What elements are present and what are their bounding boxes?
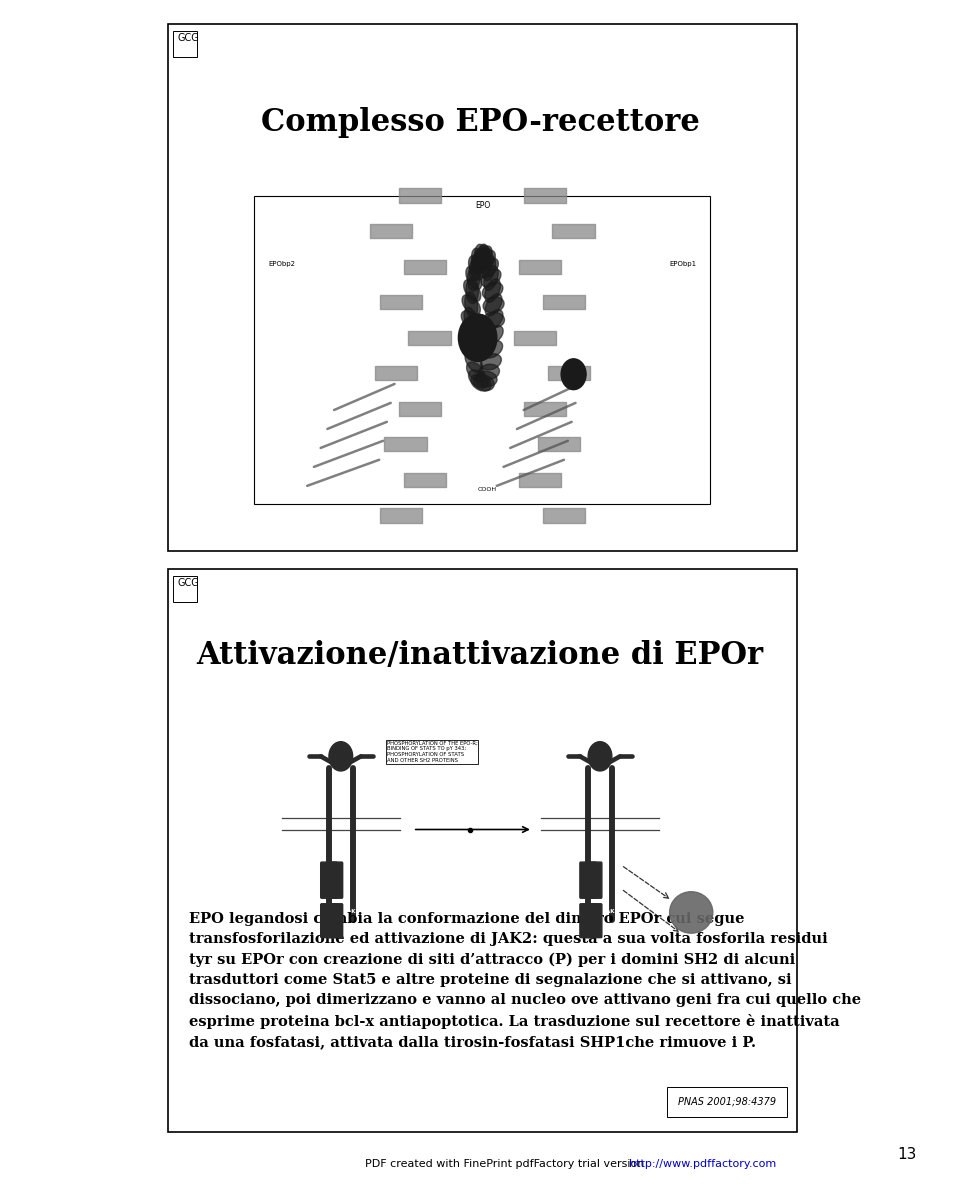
FancyBboxPatch shape bbox=[321, 904, 337, 937]
Ellipse shape bbox=[464, 338, 480, 360]
FancyBboxPatch shape bbox=[580, 904, 596, 937]
Ellipse shape bbox=[474, 244, 488, 270]
Text: EPObp2: EPObp2 bbox=[269, 261, 296, 267]
Text: STAT: STAT bbox=[684, 910, 699, 915]
Ellipse shape bbox=[485, 278, 500, 302]
Ellipse shape bbox=[473, 245, 489, 269]
Ellipse shape bbox=[462, 295, 480, 315]
Text: Attivazione/inattivazione di EPOr: Attivazione/inattivazione di EPOr bbox=[197, 640, 763, 671]
Ellipse shape bbox=[481, 353, 501, 370]
Text: JAK2: JAK2 bbox=[322, 909, 336, 914]
Ellipse shape bbox=[473, 374, 494, 391]
FancyBboxPatch shape bbox=[580, 861, 596, 898]
Text: EPO legandosi cambia la conformazione del dimero EPOr cui segue
transfosforilazi: EPO legandosi cambia la conformazione de… bbox=[189, 912, 861, 1049]
Ellipse shape bbox=[465, 292, 478, 318]
Ellipse shape bbox=[464, 280, 481, 301]
Ellipse shape bbox=[483, 297, 504, 313]
Ellipse shape bbox=[471, 249, 486, 274]
Ellipse shape bbox=[465, 351, 483, 372]
Text: JAK2: JAK2 bbox=[605, 909, 619, 914]
Circle shape bbox=[329, 742, 352, 771]
Ellipse shape bbox=[485, 294, 502, 316]
Ellipse shape bbox=[669, 891, 712, 934]
Bar bbox=[168, 569, 797, 1132]
Ellipse shape bbox=[480, 248, 492, 274]
Text: PDF created with FinePrint pdfFactory trial version: PDF created with FinePrint pdfFactory tr… bbox=[365, 1159, 648, 1168]
FancyBboxPatch shape bbox=[326, 904, 343, 937]
FancyBboxPatch shape bbox=[586, 904, 602, 937]
Text: PHOSPHORYLATION OF THE EPO-R;
BINDING OF STATS TO pY 343;
PHOSPHORYLATION OF STA: PHOSPHORYLATION OF THE EPO-R; BINDING OF… bbox=[387, 741, 478, 763]
Ellipse shape bbox=[461, 310, 481, 329]
Text: http://www.pdffactory.com: http://www.pdffactory.com bbox=[629, 1159, 776, 1168]
Circle shape bbox=[588, 742, 612, 771]
Ellipse shape bbox=[469, 255, 483, 281]
Ellipse shape bbox=[464, 324, 479, 347]
Text: NH₂: NH₂ bbox=[568, 365, 581, 371]
Ellipse shape bbox=[482, 255, 495, 281]
Ellipse shape bbox=[482, 282, 503, 299]
Ellipse shape bbox=[467, 363, 485, 382]
FancyBboxPatch shape bbox=[321, 861, 337, 898]
Text: GCG: GCG bbox=[178, 578, 200, 588]
Bar bbox=[667, 1087, 787, 1117]
Text: COOH: COOH bbox=[478, 487, 496, 492]
Circle shape bbox=[459, 314, 497, 361]
Text: EPObp1: EPObp1 bbox=[669, 261, 696, 267]
Ellipse shape bbox=[466, 277, 478, 303]
FancyBboxPatch shape bbox=[586, 861, 602, 898]
Circle shape bbox=[561, 359, 586, 390]
Ellipse shape bbox=[483, 340, 503, 358]
Ellipse shape bbox=[476, 371, 497, 386]
Text: GCG: GCG bbox=[178, 33, 200, 43]
Ellipse shape bbox=[464, 307, 478, 333]
Ellipse shape bbox=[478, 364, 499, 379]
Ellipse shape bbox=[468, 256, 483, 280]
Ellipse shape bbox=[479, 258, 498, 277]
Bar bbox=[168, 24, 797, 551]
Ellipse shape bbox=[468, 370, 488, 389]
Bar bbox=[173, 31, 197, 57]
Ellipse shape bbox=[470, 374, 492, 391]
Bar bbox=[254, 196, 710, 504]
Text: EPO: EPO bbox=[475, 201, 490, 211]
Ellipse shape bbox=[471, 248, 485, 274]
Text: JAK2: JAK2 bbox=[346, 909, 360, 914]
Bar bbox=[173, 576, 197, 602]
Ellipse shape bbox=[466, 267, 482, 289]
Text: Complesso EPO-recettore: Complesso EPO-recettore bbox=[260, 107, 700, 137]
Ellipse shape bbox=[484, 265, 498, 290]
Ellipse shape bbox=[484, 326, 503, 345]
Ellipse shape bbox=[475, 246, 492, 269]
Ellipse shape bbox=[481, 269, 501, 287]
Ellipse shape bbox=[478, 250, 495, 271]
Text: PNAS 2001;98:4379: PNAS 2001;98:4379 bbox=[678, 1097, 776, 1107]
Ellipse shape bbox=[468, 265, 480, 292]
Text: JAK2: JAK2 bbox=[581, 909, 595, 914]
Text: 13: 13 bbox=[898, 1147, 917, 1162]
Ellipse shape bbox=[485, 309, 503, 331]
Ellipse shape bbox=[477, 244, 490, 270]
Ellipse shape bbox=[484, 312, 505, 327]
FancyBboxPatch shape bbox=[326, 861, 343, 898]
